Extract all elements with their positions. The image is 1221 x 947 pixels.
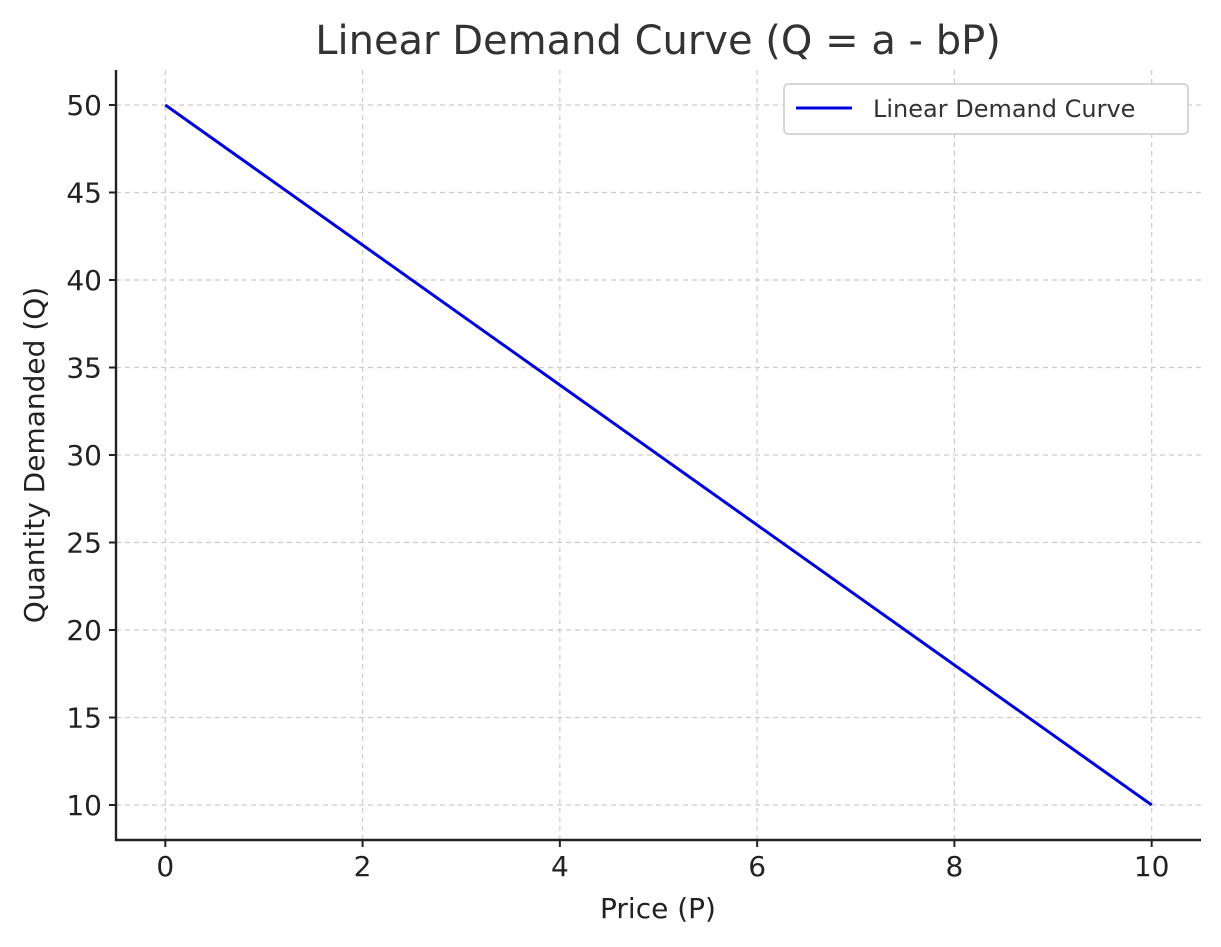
x-tick-label: 2 [354,850,372,883]
y-tick-label: 35 [66,352,102,385]
x-tick-label: 8 [945,850,963,883]
series-layer [164,103,1153,807]
y-tick-label: 15 [66,702,102,735]
y-tick-label: 50 [66,89,102,122]
x-axis-label: Price (P) [600,892,716,925]
legend: Linear Demand Curve [783,83,1189,135]
ticks: 0 2 4 6 8 10 10 15 20 25 30 35 40 45 50 [66,89,1169,883]
y-tick-label: 40 [66,264,102,297]
demand-curve-line [164,103,1153,807]
y-tick-label: 25 [66,527,102,560]
y-tick-label: 10 [66,789,102,822]
chart-title: Linear Demand Curve (Q = a - bP) [315,18,1001,64]
legend-label: Linear Demand Curve [873,95,1135,123]
y-axis-label: Quantity Demanded (Q) [18,287,51,623]
y-tick-label: 30 [66,439,102,472]
y-tick-label: 45 [66,177,102,210]
legend-box [783,83,1189,135]
x-tick-label: 4 [551,850,569,883]
x-tick-label: 0 [156,850,174,883]
x-tick-label: 10 [1134,850,1170,883]
x-tick-label: 6 [748,850,766,883]
y-tick-label: 20 [66,614,102,647]
